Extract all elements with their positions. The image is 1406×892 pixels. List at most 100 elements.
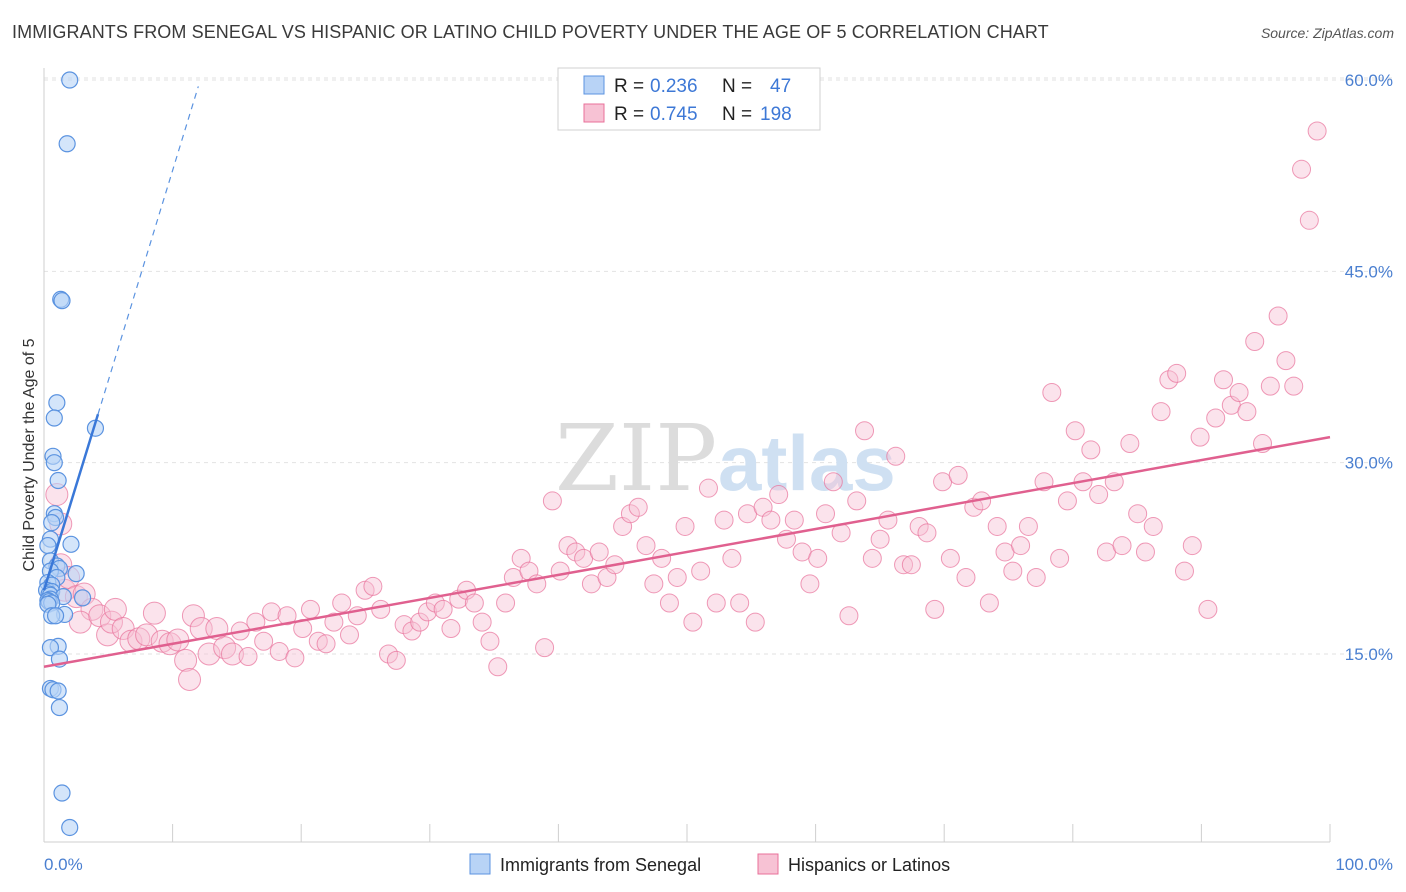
pink-point xyxy=(166,628,190,652)
pink-point xyxy=(839,606,859,626)
legend-r-value-pink: 0.745 xyxy=(650,104,698,125)
pink-point xyxy=(1284,376,1304,396)
pink-point xyxy=(894,555,914,575)
watermark-atlas: atlas xyxy=(718,419,896,507)
blue-point xyxy=(62,535,80,553)
pink-point xyxy=(940,548,960,568)
pink-point xyxy=(1237,402,1257,422)
pink-point xyxy=(472,612,492,632)
pink-point xyxy=(142,601,166,625)
legend-n-value-blue: 47 xyxy=(770,76,791,97)
blue-point xyxy=(45,409,63,427)
legend-r-label: R = xyxy=(614,104,644,125)
pink-point xyxy=(1299,210,1319,230)
blue-point xyxy=(48,394,66,412)
pink-point xyxy=(254,631,274,651)
blue-point xyxy=(58,135,76,153)
pink-point xyxy=(197,642,221,666)
pink-point xyxy=(1167,363,1187,383)
pink-point xyxy=(628,497,648,517)
pink-point xyxy=(363,576,383,596)
pink-point xyxy=(1042,383,1062,403)
pink-point xyxy=(496,593,516,613)
pink-point xyxy=(550,561,570,581)
legend-swatch-pink xyxy=(583,103,605,123)
pink-point xyxy=(1198,599,1218,619)
pink-point xyxy=(987,516,1007,536)
pink-point xyxy=(1057,491,1077,511)
pink-point xyxy=(178,668,202,692)
pink-point xyxy=(1151,402,1171,422)
pink-point xyxy=(300,599,320,619)
pink-point xyxy=(285,648,305,668)
blue-point xyxy=(73,589,92,607)
pink-point xyxy=(816,504,836,524)
pink-trend-line xyxy=(43,435,1331,668)
pink-point xyxy=(410,612,430,632)
pink-point xyxy=(246,612,266,632)
pink-point xyxy=(1065,421,1085,441)
pink-series xyxy=(45,121,1327,692)
pink-point xyxy=(636,536,656,556)
blue-point xyxy=(53,292,71,310)
pink-point xyxy=(808,548,828,568)
pink-point xyxy=(659,593,679,613)
pink-point xyxy=(620,504,640,524)
legend-r-value-blue: 0.236 xyxy=(650,76,698,97)
pink-point xyxy=(535,638,555,658)
blue-point xyxy=(67,565,85,583)
pink-point xyxy=(589,542,609,562)
bottom-legend-label-pink: Hispanics or Latinos xyxy=(788,855,950,875)
pink-point xyxy=(1050,548,1070,568)
blue-series xyxy=(37,71,105,837)
pink-point xyxy=(1135,542,1155,562)
pink-point xyxy=(1003,561,1023,581)
pink-point xyxy=(730,593,750,613)
pink-point xyxy=(847,491,867,511)
legend-n-label: N = xyxy=(722,76,752,97)
y-tick-label: 30.0% xyxy=(1345,454,1393,473)
blue-point xyxy=(41,639,60,657)
pink-point xyxy=(1292,159,1312,179)
pink-point xyxy=(566,542,586,562)
y-axis-title: Child Poverty Under the Age of 5 xyxy=(21,338,38,571)
pink-point xyxy=(1174,561,1194,581)
pink-point xyxy=(706,593,726,613)
pink-point xyxy=(386,650,406,670)
pink-point xyxy=(948,465,968,485)
blue-point xyxy=(43,514,61,532)
pink-point xyxy=(324,612,344,632)
legend-swatch-blue xyxy=(583,75,605,95)
pink-point xyxy=(277,606,297,626)
pink-point xyxy=(480,631,500,651)
pink-point xyxy=(901,555,921,575)
pink-point xyxy=(769,485,789,505)
pink-point xyxy=(886,446,906,466)
pink-point xyxy=(823,472,843,492)
pink-point xyxy=(979,593,999,613)
pink-point xyxy=(1011,536,1031,556)
bottom-legend-swatch-pink xyxy=(757,853,779,875)
pink-point xyxy=(909,516,929,536)
pink-point xyxy=(1143,516,1163,536)
pink-point xyxy=(1159,370,1179,390)
blue-point xyxy=(61,818,79,837)
pink-point xyxy=(956,567,976,587)
pink-point xyxy=(558,536,578,556)
watermark-zip: ZIP xyxy=(555,405,717,512)
pink-point xyxy=(644,574,664,594)
pink-point xyxy=(1120,434,1140,454)
pink-point xyxy=(800,574,820,594)
pink-point xyxy=(433,599,453,619)
pink-point xyxy=(1268,306,1288,326)
pink-point xyxy=(1112,536,1132,556)
pink-point xyxy=(99,610,123,634)
pink-point xyxy=(1276,351,1296,371)
pink-point xyxy=(1229,383,1249,403)
pink-point xyxy=(1081,440,1101,460)
bottom-legend: Immigrants from Senegal Hispanics or Lat… xyxy=(469,853,950,875)
pink-point xyxy=(855,421,875,441)
pink-point xyxy=(683,612,703,632)
y-tick-label: 45.0% xyxy=(1345,262,1393,281)
blue-point xyxy=(46,607,65,625)
